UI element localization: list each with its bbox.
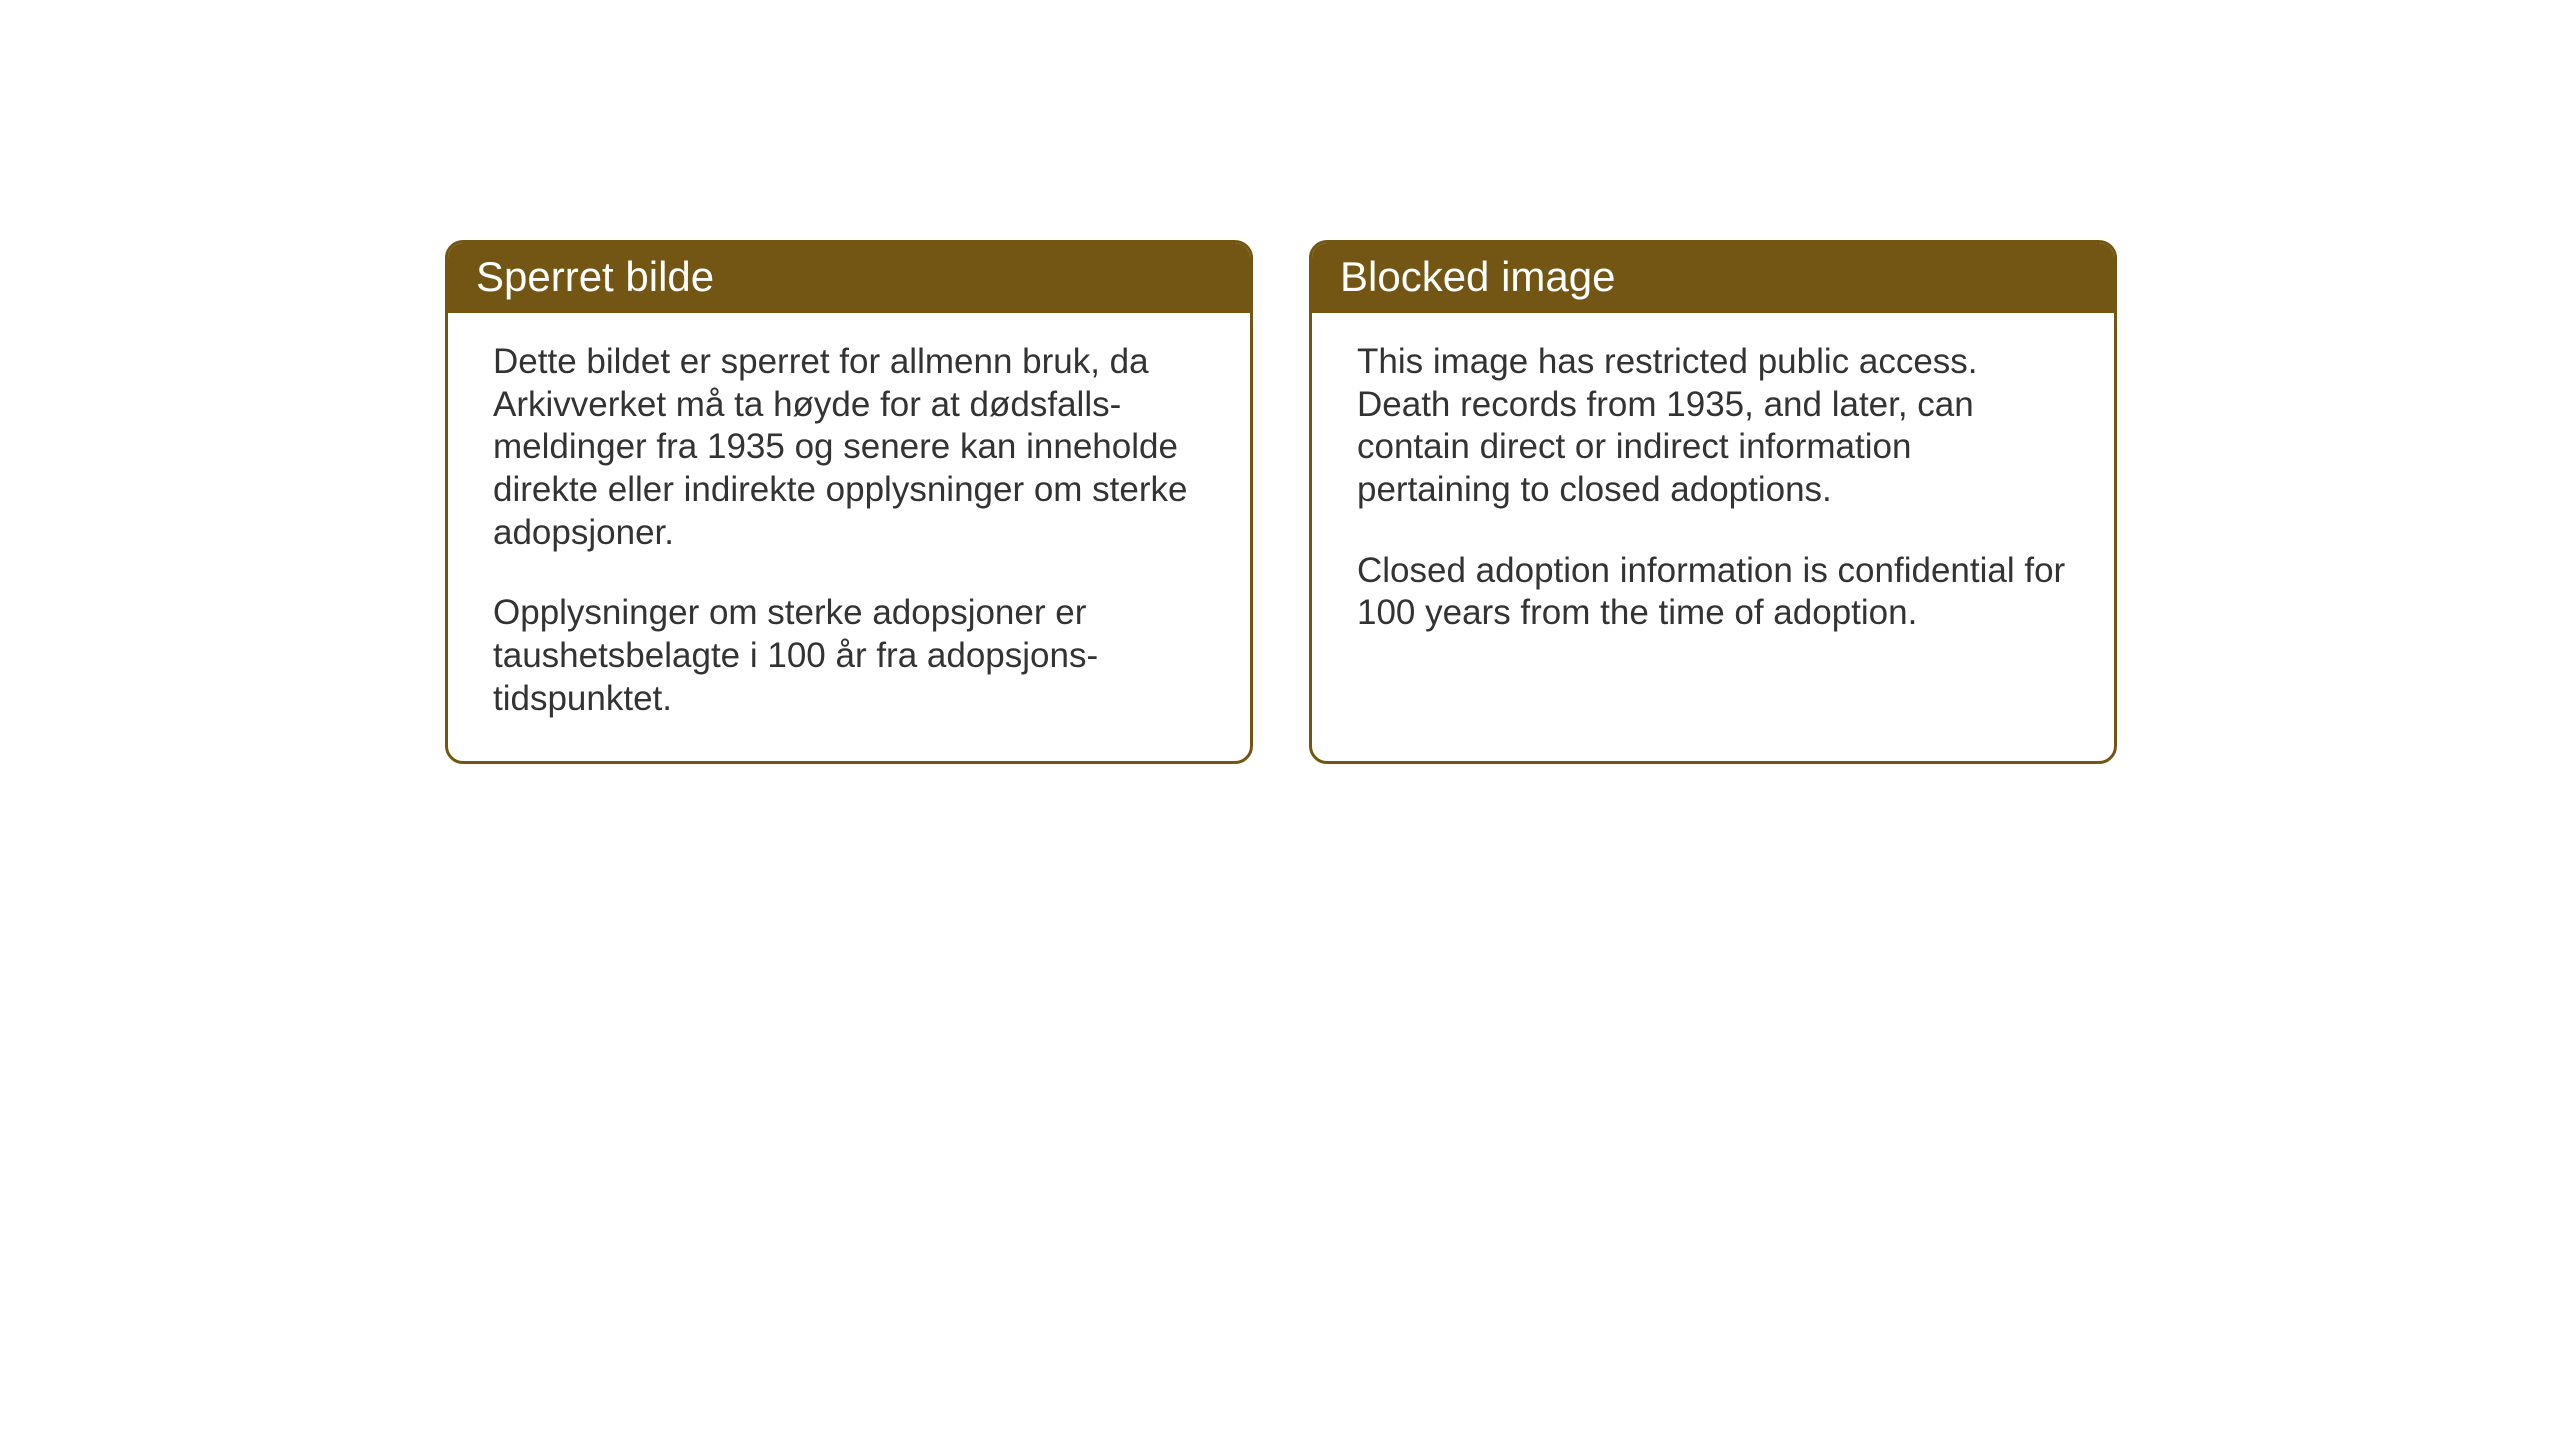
notice-card-norwegian: Sperret bilde Dette bildet er sperret fo…	[445, 240, 1253, 764]
card-body-english: This image has restricted public access.…	[1312, 313, 2114, 747]
paragraph-1-english: This image has restricted public access.…	[1357, 341, 2069, 512]
card-body-norwegian: Dette bildet er sperret for allmenn bruk…	[448, 313, 1250, 761]
notice-card-english: Blocked image This image has restricted …	[1309, 240, 2117, 764]
notice-container: Sperret bilde Dette bildet er sperret fo…	[445, 240, 2117, 764]
paragraph-2-english: Closed adoption information is confident…	[1357, 550, 2069, 635]
card-header-english: Blocked image	[1312, 243, 2114, 313]
paragraph-2-norwegian: Opplysninger om sterke adopsjoner er tau…	[493, 592, 1205, 720]
card-header-norwegian: Sperret bilde	[448, 243, 1250, 313]
paragraph-1-norwegian: Dette bildet er sperret for allmenn bruk…	[493, 341, 1205, 554]
